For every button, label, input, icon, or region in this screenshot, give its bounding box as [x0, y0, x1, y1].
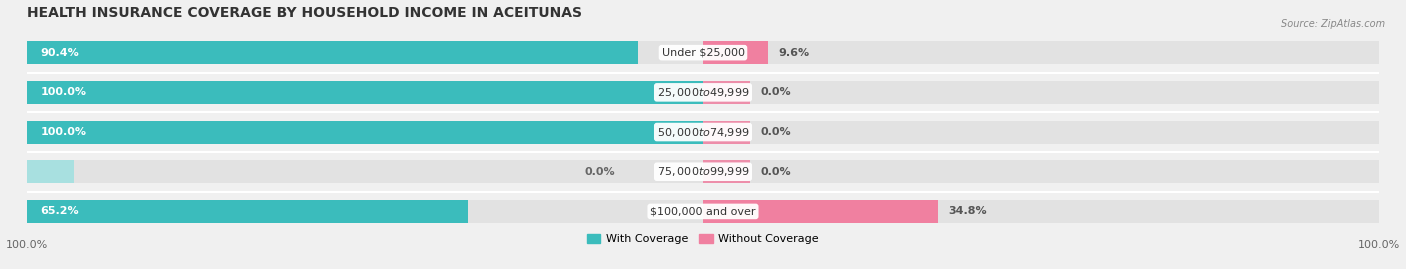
Bar	[27, 160, 75, 183]
Text: $75,000 to $99,999: $75,000 to $99,999	[657, 165, 749, 178]
Bar	[27, 200, 703, 223]
Bar	[703, 121, 751, 144]
Text: 0.0%: 0.0%	[761, 127, 792, 137]
Bar	[27, 81, 703, 104]
Text: 100.0%: 100.0%	[41, 127, 86, 137]
Bar	[27, 41, 638, 64]
Bar	[27, 121, 703, 144]
Bar	[27, 200, 468, 223]
Text: 90.4%: 90.4%	[41, 48, 79, 58]
Bar	[703, 160, 751, 183]
Bar	[27, 41, 703, 64]
Text: 0.0%: 0.0%	[585, 167, 614, 177]
Text: 65.2%: 65.2%	[41, 206, 79, 217]
Text: Source: ZipAtlas.com: Source: ZipAtlas.com	[1281, 19, 1385, 29]
Bar	[703, 81, 751, 104]
Text: $50,000 to $74,999: $50,000 to $74,999	[657, 126, 749, 139]
Legend: With Coverage, Without Coverage: With Coverage, Without Coverage	[582, 229, 824, 249]
Text: 34.8%: 34.8%	[949, 206, 987, 217]
Bar	[703, 200, 938, 223]
Bar	[703, 121, 1379, 144]
Bar	[27, 81, 703, 104]
Bar	[703, 41, 1379, 64]
Text: Under $25,000: Under $25,000	[661, 48, 745, 58]
Bar	[27, 121, 703, 144]
Text: HEALTH INSURANCE COVERAGE BY HOUSEHOLD INCOME IN ACEITUNAS: HEALTH INSURANCE COVERAGE BY HOUSEHOLD I…	[27, 6, 582, 20]
Bar	[703, 200, 1379, 223]
Bar	[703, 81, 1379, 104]
Text: 100.0%: 100.0%	[41, 87, 86, 97]
Bar	[703, 160, 1379, 183]
Text: 0.0%: 0.0%	[761, 87, 792, 97]
Text: $100,000 and over: $100,000 and over	[650, 206, 756, 217]
Text: 9.6%: 9.6%	[778, 48, 810, 58]
Bar	[703, 41, 768, 64]
Text: 0.0%: 0.0%	[761, 167, 792, 177]
Text: $25,000 to $49,999: $25,000 to $49,999	[657, 86, 749, 99]
Bar	[27, 160, 703, 183]
